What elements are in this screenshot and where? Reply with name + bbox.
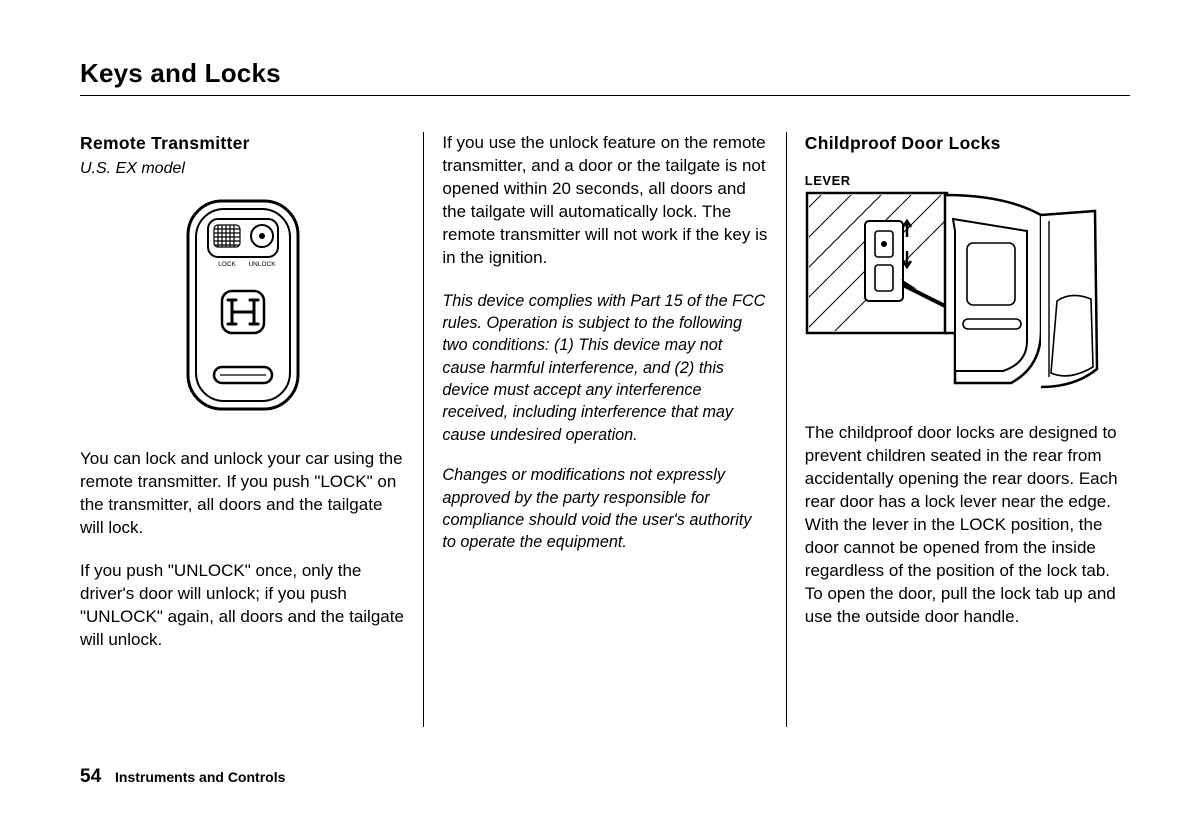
childproof-door-figure (805, 191, 1130, 398)
remote-transmitter-heading: Remote Transmitter (80, 132, 405, 156)
lock-label: LOCK (218, 261, 236, 268)
unlock-label: UNLOCK (248, 261, 276, 268)
fcc-notice: This device complies with Part 15 of the… (442, 290, 767, 447)
page-number: 54 (80, 766, 101, 787)
unlock-timeout-p: If you use the unlock feature on the rem… (442, 132, 767, 270)
door-lever-icon (805, 191, 1105, 391)
column-2: If you use the unlock feature on the rem… (424, 132, 785, 752)
page-title: Keys and Locks (80, 58, 1130, 89)
title-rule (80, 95, 1130, 96)
remote-p2: If you push "UNLOCK" once, only the driv… (80, 560, 405, 652)
modifications-notice: Changes or modifications not expressly a… (442, 464, 767, 553)
childproof-p1: The childproof door locks are designed t… (805, 422, 1130, 628)
page-footer: 54 Instruments and Controls (80, 766, 285, 788)
columns: Remote Transmitter U.S. EX model (80, 132, 1130, 752)
column-3: Childproof Door Locks LEVER (787, 132, 1130, 752)
remote-fob-icon: LOCK UNLOCK (178, 195, 308, 415)
remote-transmitter-figure: LOCK UNLOCK (80, 195, 405, 422)
lever-label: LEVER (805, 172, 1130, 190)
column-1: Remote Transmitter U.S. EX model (80, 132, 423, 752)
section-name: Instruments and Controls (115, 769, 285, 785)
childproof-heading: Childproof Door Locks (805, 132, 1130, 156)
manual-page: Keys and Locks Remote Transmitter U.S. E… (0, 0, 1200, 822)
model-note: U.S. EX model (80, 158, 405, 180)
remote-p1: You can lock and unlock your car using t… (80, 448, 405, 540)
